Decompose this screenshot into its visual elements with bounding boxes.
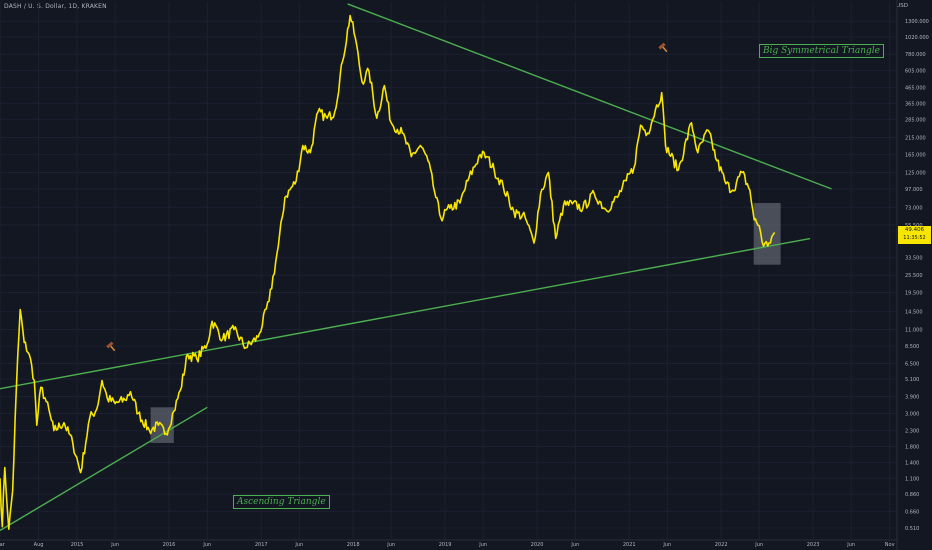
x-tick-label: 2017	[255, 542, 268, 548]
currency-label: USD	[896, 3, 908, 9]
x-tick-label: Jun	[570, 542, 579, 548]
y-tick-label: 1.800	[905, 444, 919, 450]
y-tick-label: 5.100	[905, 377, 919, 383]
y-tick-label: 125.000	[905, 171, 926, 177]
y-tick-label: 3.900	[905, 395, 919, 401]
x-tick-label: Jun	[754, 542, 763, 548]
hammer-icon	[658, 42, 668, 53]
symmetrical-triangle-label[interactable]: Big Symmetrical Triangle	[759, 44, 885, 58]
y-tick-label: 73.000	[905, 205, 923, 211]
y-tick-label: 1020.000	[905, 35, 929, 41]
x-tick-label: Jun	[386, 542, 395, 548]
y-tick-label: 780.000	[905, 52, 926, 58]
y-tick-label: 1.400	[905, 461, 919, 467]
x-tick-label: 2020	[531, 542, 544, 548]
y-tick-label: 285.000	[905, 117, 926, 123]
trendline	[0, 237, 811, 390]
x-tick-label: Jun	[478, 542, 487, 548]
y-tick-label: 97.000	[905, 187, 923, 193]
hammer-icon	[106, 341, 116, 352]
markers	[106, 42, 668, 352]
y-tick-label: 1300.000	[905, 19, 929, 25]
x-tick-label: Jun	[110, 542, 119, 548]
hammer-handle	[662, 46, 668, 53]
y-tick-label: 165.000	[905, 153, 926, 159]
y-tick-label: 11.000	[905, 328, 923, 334]
y-tick-label: 365.000	[905, 101, 926, 107]
y-tick-label: 1.100	[905, 476, 919, 482]
hammer-handle	[110, 345, 116, 352]
y-tick-label: 8.500	[905, 344, 919, 350]
y-tick-label: 14.500	[905, 310, 923, 316]
y-tick-label: 2.300	[905, 429, 919, 435]
hammer-head	[658, 42, 666, 50]
x-tick-label: 2023	[807, 542, 820, 548]
x-tick-label: Nov	[885, 542, 895, 548]
last-price: 49.406	[904, 227, 925, 233]
x-tick-label: 2019	[439, 542, 452, 548]
price-series	[0, 14, 776, 530]
y-tick-label: 0.510	[905, 526, 919, 532]
x-tick-label: Jun	[294, 542, 303, 548]
x-tick-label: Mar	[0, 542, 6, 548]
highlight-boxes	[150, 202, 781, 443]
trendline	[347, 3, 832, 190]
x-tick-label: Jun	[202, 542, 211, 548]
x-tick-label: 2015	[71, 542, 84, 548]
price-line	[0, 14, 776, 530]
y-tick-label: 33.500	[905, 256, 923, 262]
trendlines[interactable]	[0, 3, 832, 532]
x-tick-label: Jun	[846, 542, 855, 548]
x-tick-label: Jun	[662, 542, 671, 548]
highlight-box	[753, 202, 781, 265]
trendline	[0, 406, 208, 532]
grid	[0, 0, 898, 550]
price-axis[interactable]: 1300.000 1020.000 780.000 605.000 465.000 365…	[905, 19, 929, 532]
y-tick-label: 3.000	[905, 411, 919, 417]
y-tick-label: 0.860	[905, 492, 919, 498]
x-tick-label: 2022	[715, 542, 728, 548]
y-tick-label: 25.500	[905, 273, 923, 279]
y-tick-label: 605.000	[905, 69, 926, 75]
x-tick-label: 2021	[623, 542, 636, 548]
y-tick-label: 6.500	[905, 362, 919, 368]
y-tick-label: 215.000	[905, 135, 926, 141]
last-price-badge: 49.406 11:35:52	[898, 226, 931, 244]
time-axis[interactable]: Mar Aug 2015 Jun 2016 Jun 2017 Jun 2018 Jun 2019 Ju…	[0, 542, 895, 548]
y-tick-label: 19.500	[905, 291, 923, 297]
y-tick-label: 55.500	[905, 223, 923, 229]
ascending-triangle-label[interactable]: Ascending Triangle	[233, 495, 330, 509]
y-tick-label: 465.000	[905, 86, 926, 92]
symbol-header[interactable]: DASH / U. S. Dollar, 1D, KRAKEN	[4, 3, 107, 10]
y-tick-label: 0.660	[905, 509, 919, 515]
x-tick-label: 2016	[163, 542, 176, 548]
x-tick-label: 2018	[347, 542, 360, 548]
x-tick-label: Aug	[34, 542, 44, 548]
bar-countdown: 11:35:52	[903, 235, 926, 241]
hammer-head	[106, 341, 114, 349]
